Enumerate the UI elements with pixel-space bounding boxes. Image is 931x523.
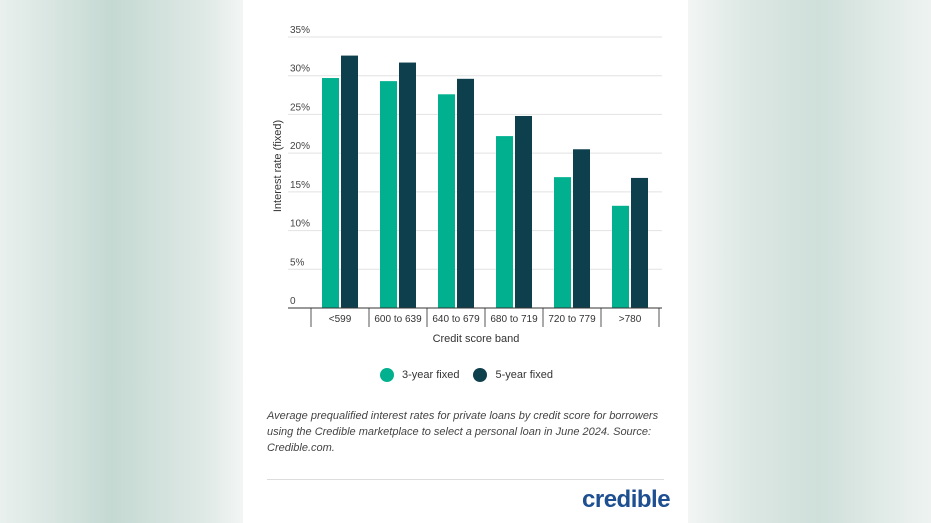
x-tick-label: <599 — [329, 314, 352, 325]
legend: 3-year fixed 5-year fixed — [380, 368, 567, 382]
x-tick-label: 640 to 679 — [432, 314, 480, 325]
y-tick-label: 5% — [290, 257, 305, 268]
y-tick-label: 25% — [290, 102, 310, 113]
bar-5-year — [399, 62, 416, 309]
x-tick-label: 600 to 639 — [374, 314, 422, 325]
y-tick-label: 20% — [290, 141, 310, 152]
x-tick-label: 680 to 719 — [490, 314, 538, 325]
legend-label-3-year: 3-year fixed — [402, 369, 460, 381]
bar-5-year — [341, 55, 358, 308]
y-tick-label: 35% — [290, 25, 310, 36]
bar-3-year — [612, 205, 629, 308]
bar-3-year — [554, 177, 571, 308]
x-tick-label: 720 to 779 — [548, 314, 596, 325]
bar-3-year — [438, 94, 455, 308]
legend-swatch-5-year — [473, 368, 488, 382]
legend-swatch-3-year — [380, 368, 394, 382]
y-tick-label: 15% — [290, 180, 310, 191]
credible-logo: credible — [582, 486, 671, 513]
chart-caption: Average prequalified interest rates for … — [267, 410, 659, 454]
bar-3-year — [496, 136, 513, 308]
legend-label-5-year: 5-year fixed — [495, 369, 553, 381]
x-tick-label: >780 — [619, 314, 642, 325]
y-axis-title: Interest rate (fixed) — [272, 120, 284, 212]
y-tick-label: 0 — [290, 296, 296, 307]
bar-5-year — [573, 149, 590, 308]
bar-5-year — [457, 78, 474, 308]
bar-3-year — [380, 81, 397, 309]
bar-5-year — [631, 177, 648, 308]
y-tick-label: 10% — [290, 219, 310, 230]
bar-5-year — [515, 115, 532, 308]
bar-chart: 0 5% 10% 15% 20% 25% 30% 35% <599 600 to 639 640 t… — [272, 25, 662, 345]
y-tick-label: 30% — [290, 64, 310, 75]
bar-3-year — [322, 78, 339, 308]
x-axis-title: Credit score band — [433, 333, 520, 345]
divider — [267, 479, 664, 480]
